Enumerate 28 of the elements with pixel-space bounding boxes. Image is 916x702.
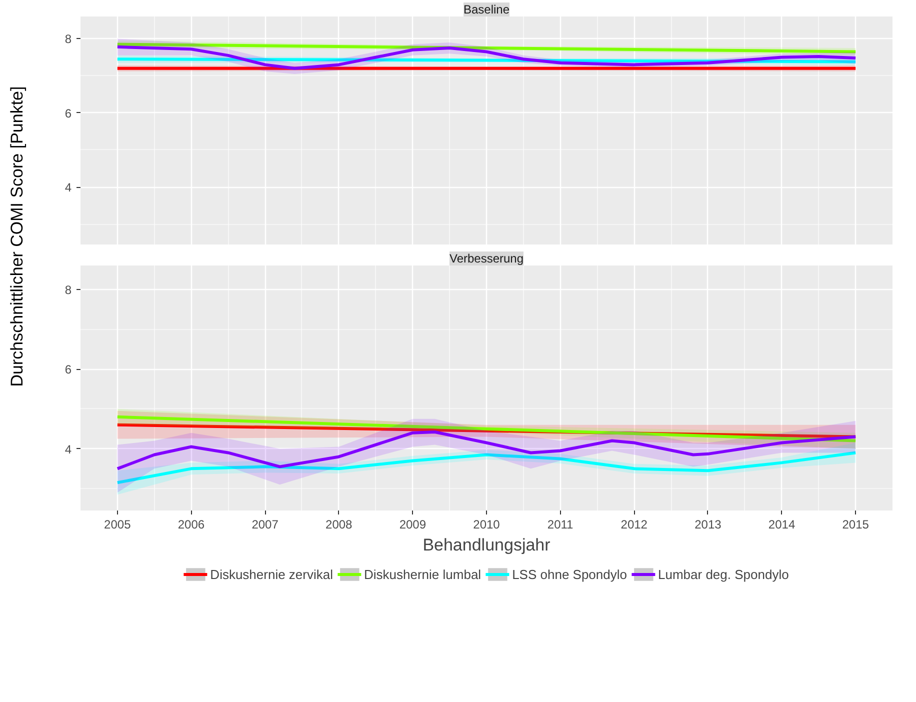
x-tick-label: 2012: [620, 518, 648, 532]
x-tick-label: 2011: [547, 518, 574, 532]
x-tick-label: 2014: [768, 518, 796, 532]
x-tick-label: 2005: [104, 518, 132, 532]
y-tick-label: 6: [64, 106, 72, 120]
y-tick-label: 4: [64, 442, 72, 456]
y-tick-label: 8: [64, 282, 72, 297]
y-tick-label: 6: [64, 362, 72, 377]
line-series: [116, 45, 858, 70]
x-tick-label: 2007: [252, 518, 279, 532]
x-tick-label: 2013: [694, 518, 722, 532]
x-tick-label: 2006: [178, 518, 205, 532]
y-axis-title: Durchschnittlicher COMI Score [Punkte]: [8, 86, 26, 387]
legend-label: Diskushernie zervikal: [210, 566, 334, 582]
y-tick-label: 4: [64, 180, 72, 195]
legend-label: LSS ohne Spondylo: [512, 566, 628, 582]
x-tick-label: 2009: [399, 518, 426, 532]
chart-title: Verbesserung: [449, 252, 524, 266]
x-tick-label: 2015: [842, 518, 870, 532]
x-axis-title: Behandlungsjahr: [422, 536, 551, 554]
x-tick-label: 2010: [473, 518, 500, 532]
line-series: [116, 451, 858, 484]
legend-label: Diskushernie lumbal: [364, 566, 482, 582]
x-tick-label: 2008: [326, 518, 353, 532]
chart-title: Baseline: [463, 2, 510, 16]
legend-label: Lumbar deg. Spondylo: [658, 566, 789, 582]
y-tick-label: 8: [64, 32, 72, 46]
line-series: [116, 430, 858, 470]
